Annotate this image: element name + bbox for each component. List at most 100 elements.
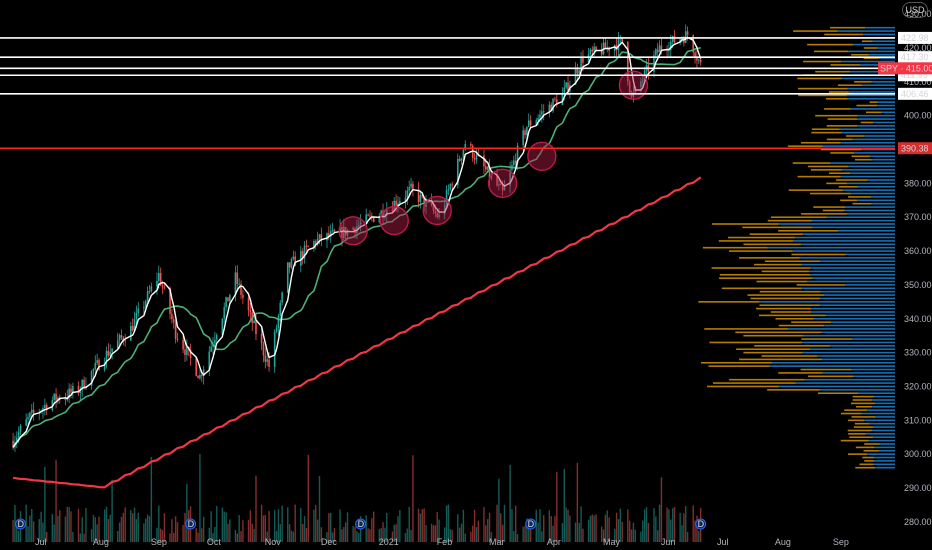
volume-profile-bar-down bbox=[815, 114, 858, 117]
volume-bar bbox=[615, 512, 618, 542]
volume-bar bbox=[696, 515, 698, 542]
candle-body bbox=[550, 104, 553, 112]
price-label-box bbox=[898, 142, 932, 155]
candle-body bbox=[94, 362, 97, 370]
volume-bar bbox=[59, 510, 61, 542]
volume-bar bbox=[42, 522, 44, 542]
volume-bar bbox=[356, 531, 358, 542]
y-tick-label: 380.00 bbox=[904, 178, 932, 188]
volume-bar bbox=[617, 519, 620, 542]
volume-bar bbox=[498, 478, 500, 542]
volume-profile-bar-down bbox=[851, 155, 871, 158]
volume-profile-bar-up bbox=[873, 426, 895, 428]
volume-bar bbox=[574, 522, 577, 542]
volume-profile-bar-up bbox=[838, 229, 895, 232]
volume-bar bbox=[133, 507, 136, 542]
volume-profile-bar-up bbox=[871, 202, 895, 205]
volume-profile-bar-down bbox=[826, 97, 848, 100]
sma-mid-line bbox=[12, 46, 701, 448]
candle-body bbox=[542, 111, 545, 113]
volume-profile-bar-up bbox=[865, 26, 895, 29]
candle-body bbox=[135, 312, 138, 320]
volume-bar bbox=[247, 519, 250, 542]
volume-profile-bar-down bbox=[702, 246, 768, 249]
volume-bar bbox=[606, 510, 608, 542]
volume-profile-bar-down bbox=[830, 64, 861, 66]
volume-profile-bar-down bbox=[718, 277, 813, 279]
y-tick-label: 320.00 bbox=[904, 381, 932, 391]
volume-bar bbox=[552, 525, 554, 542]
candle-body bbox=[189, 349, 192, 359]
volume-bar bbox=[27, 526, 29, 542]
volume-bar bbox=[352, 526, 354, 542]
volume-profile-bar-down bbox=[791, 321, 832, 323]
volume-profile-bar-down bbox=[813, 206, 846, 208]
candle-body bbox=[483, 155, 485, 167]
volume-profile-bar-up bbox=[874, 446, 895, 449]
candle-body bbox=[316, 238, 319, 245]
volume-profile-bar-down bbox=[846, 135, 865, 137]
volume-bar bbox=[197, 532, 199, 542]
volume-profile-bar-down bbox=[848, 419, 865, 422]
volume-profile-bar-up bbox=[801, 287, 895, 290]
candle-body bbox=[90, 371, 93, 386]
volume-bar bbox=[266, 531, 268, 542]
price-label-box bbox=[898, 31, 932, 44]
volume-bar bbox=[694, 520, 696, 542]
candle-body bbox=[150, 286, 153, 292]
volume-profile-bar-up bbox=[823, 294, 895, 296]
volume-bar bbox=[268, 510, 270, 542]
volume-bar bbox=[692, 505, 694, 542]
candle-body bbox=[556, 99, 558, 106]
currency-badge[interactable]: USD bbox=[902, 2, 928, 18]
volume-profile-bar-down bbox=[863, 449, 879, 452]
volume-profile-bar-down bbox=[754, 263, 802, 266]
candle-body bbox=[238, 283, 240, 285]
volume-bar bbox=[486, 519, 489, 542]
volume-profile-bar-up bbox=[853, 43, 895, 46]
x-tick-label: 2021 bbox=[379, 537, 399, 547]
volume-bar bbox=[212, 533, 214, 542]
highlight-circle bbox=[618, 70, 649, 100]
volume-profile-bar-up bbox=[831, 321, 895, 323]
volume-bar bbox=[457, 514, 459, 542]
volume-bar bbox=[307, 454, 309, 542]
candle-body bbox=[133, 319, 136, 331]
candle-body bbox=[627, 41, 629, 82]
volume-bar bbox=[683, 513, 685, 542]
volume-bar bbox=[371, 518, 373, 542]
volume-bar bbox=[55, 459, 57, 542]
volume-profile-bar-up bbox=[851, 338, 895, 340]
volume-profile-bar-up bbox=[874, 456, 895, 459]
volume-profile-bar-down bbox=[815, 70, 850, 73]
volume-bar bbox=[503, 504, 506, 542]
volume-profile-bar-down bbox=[803, 60, 842, 63]
volume-bar bbox=[670, 519, 672, 542]
candle-body bbox=[186, 346, 188, 355]
volume-bar bbox=[143, 523, 145, 542]
volume-profile-bar-up bbox=[849, 70, 895, 73]
volume-profile-bar-down bbox=[798, 87, 848, 90]
volume-bar bbox=[604, 514, 607, 542]
volume-profile-bar-down bbox=[743, 351, 803, 354]
volume-bar bbox=[195, 528, 197, 542]
y-tick-label: 280.00 bbox=[904, 517, 932, 527]
volume-bar bbox=[77, 508, 80, 542]
candle-body bbox=[369, 215, 371, 217]
candle-body bbox=[449, 184, 452, 190]
volume-profile-bar-up bbox=[820, 260, 895, 263]
volume-bar bbox=[70, 511, 72, 542]
volume-bar bbox=[434, 525, 437, 542]
candle-body bbox=[498, 184, 500, 186]
volume-bar bbox=[514, 505, 517, 542]
candle-body bbox=[684, 31, 687, 43]
volume-bar bbox=[292, 531, 295, 542]
candle-body bbox=[574, 68, 577, 85]
volume-profile-bar-up bbox=[854, 152, 895, 154]
candle-body bbox=[303, 245, 306, 259]
volume-bar bbox=[146, 514, 149, 542]
volume-profile-bar-up bbox=[847, 87, 895, 90]
candle-body bbox=[197, 375, 199, 379]
volume-profile-bar-down bbox=[828, 172, 851, 175]
